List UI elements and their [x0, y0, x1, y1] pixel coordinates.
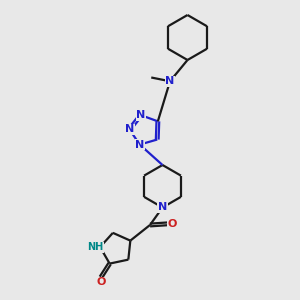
Text: N: N [136, 110, 146, 120]
Text: NH: NH [88, 242, 104, 252]
Text: O: O [167, 219, 176, 229]
Text: N: N [165, 76, 175, 86]
Text: N: N [125, 124, 134, 134]
Text: O: O [96, 277, 106, 287]
Text: N: N [158, 202, 167, 212]
Text: N: N [135, 140, 144, 150]
